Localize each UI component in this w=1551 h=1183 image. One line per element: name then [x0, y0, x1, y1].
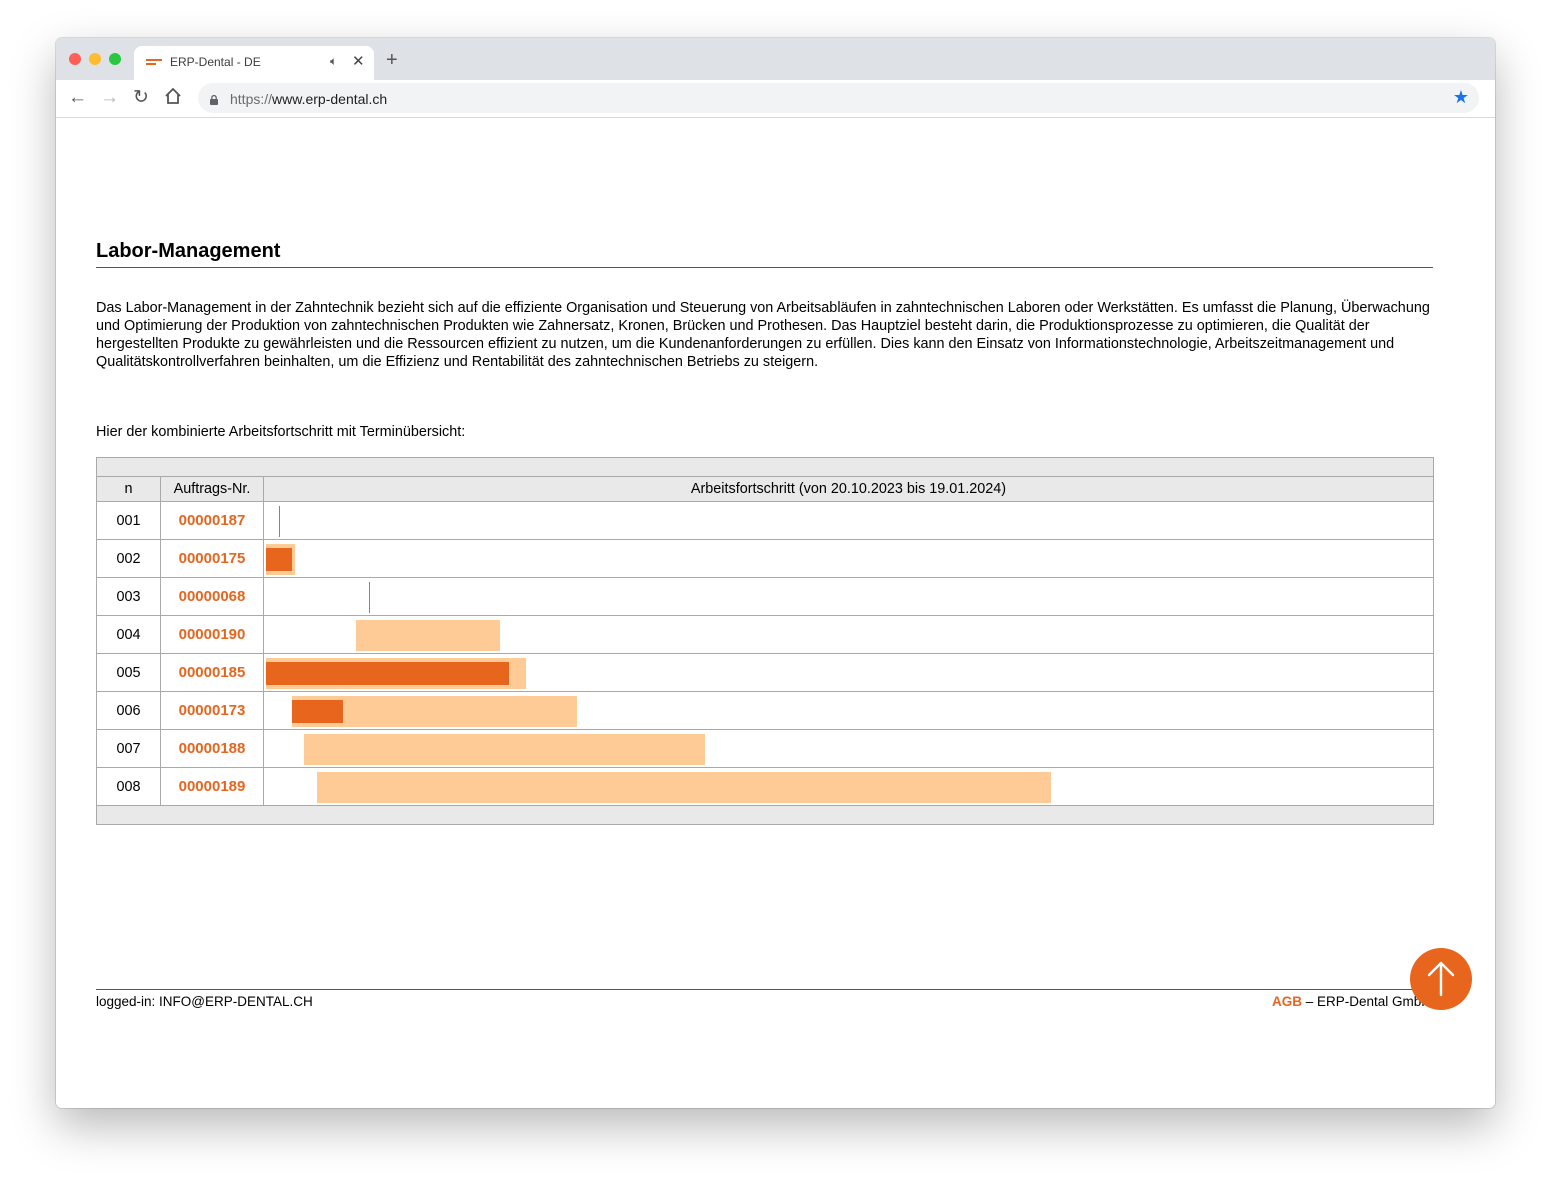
progress-cell — [263, 577, 1434, 616]
order-number-link[interactable]: 00000068 — [178, 588, 246, 605]
progress-cell — [263, 653, 1434, 692]
bookmark-star-icon[interactable]: ★ — [1452, 87, 1469, 107]
row-number: 005 — [96, 653, 161, 692]
table-header-row: n Auftrags-Nr. Arbeitsfortschritt (von 2… — [96, 476, 1434, 502]
tab-title: ERP-Dental - DE — [170, 55, 261, 69]
progress-track — [264, 502, 1433, 539]
order-number-cell: 00000189 — [160, 767, 264, 806]
order-number-link[interactable]: 00000190 — [178, 626, 246, 643]
row-number: 002 — [96, 539, 161, 578]
table-row: 008 00000189 — [96, 767, 1434, 806]
page-title: Labor-Management — [96, 240, 281, 262]
browser-tab[interactable]: ERP-Dental - DE 🔈︎ ✕ — [134, 46, 374, 80]
agb-link[interactable]: AGB — [1272, 994, 1302, 1009]
completed-bar[interactable] — [291, 700, 343, 723]
progress-cell — [263, 691, 1434, 730]
order-number-link[interactable]: 00000189 — [178, 778, 246, 795]
order-number-cell: 00000187 — [160, 501, 264, 540]
progress-track — [264, 578, 1433, 615]
planned-bar[interactable] — [368, 582, 370, 613]
footer-legal: AGB – ERP-Dental GmbH — [1272, 994, 1431, 1009]
close-window-button[interactable] — [69, 53, 81, 65]
table-row: 002 00000175 — [96, 539, 1434, 578]
progress-cell — [263, 729, 1434, 768]
table-bottom-band — [96, 805, 1434, 825]
order-number-link[interactable]: 00000185 — [178, 664, 246, 681]
order-number-cell: 00000185 — [160, 653, 264, 692]
footer-divider — [96, 989, 1433, 990]
progress-table: n Auftrags-Nr. Arbeitsfortschritt (von 2… — [96, 457, 1434, 825]
new-tab-button[interactable]: + — [386, 49, 398, 71]
progress-track — [264, 730, 1433, 767]
title-divider — [96, 267, 1433, 268]
order-number-cell: 00000175 — [160, 539, 264, 578]
page-content: Labor-Management Das Labor-Management in… — [56, 118, 1495, 1108]
arrow-up-icon — [1427, 961, 1455, 997]
row-number: 001 — [96, 501, 161, 540]
progress-cell — [263, 767, 1434, 806]
browser-window: ERP-Dental - DE 🔈︎ ✕ + ← → ↻ https://www… — [56, 38, 1495, 1108]
table-row: 007 00000188 — [96, 729, 1434, 768]
logged-in-user: logged-in: INFO@ERP-DENTAL.CH — [96, 994, 313, 1009]
progress-track — [264, 616, 1433, 653]
order-number-cell: 00000173 — [160, 691, 264, 730]
column-header-n: n — [96, 476, 161, 502]
zoom-window-button[interactable] — [109, 53, 121, 65]
reload-icon[interactable]: ↻ — [133, 87, 149, 108]
progress-track — [264, 768, 1433, 805]
table-top-band — [96, 457, 1434, 477]
address-bar[interactable]: https://www.erp-dental.ch ★ — [198, 83, 1479, 113]
forward-arrow-icon[interactable]: → — [100, 87, 119, 108]
planned-bar[interactable] — [317, 772, 1052, 803]
minimize-window-button[interactable] — [89, 53, 101, 65]
planned-bar[interactable] — [304, 734, 706, 765]
progress-cell — [263, 539, 1434, 578]
progress-cell — [263, 501, 1434, 540]
table-row: 001 00000187 — [96, 501, 1434, 540]
column-header-order: Auftrags-Nr. — [160, 476, 264, 502]
row-number: 008 — [96, 767, 161, 806]
order-number-link[interactable]: 00000188 — [178, 740, 246, 757]
planned-bar[interactable] — [278, 506, 281, 537]
order-number-link[interactable]: 00000187 — [178, 512, 246, 529]
table-row: 003 00000068 — [96, 577, 1434, 616]
table-row: 005 00000185 — [96, 653, 1434, 692]
back-arrow-icon[interactable]: ← — [68, 87, 87, 108]
completed-bar[interactable] — [266, 662, 510, 685]
order-number-link[interactable]: 00000173 — [178, 702, 246, 719]
speaker-icon[interactable]: 🔈︎ — [330, 54, 338, 68]
order-number-cell: 00000068 — [160, 577, 264, 616]
progress-track — [264, 692, 1433, 729]
order-number-cell: 00000188 — [160, 729, 264, 768]
planned-bar[interactable] — [355, 620, 501, 651]
url-text: https://www.erp-dental.ch — [230, 91, 388, 107]
lead-text: Hier der kombinierte Arbeitsfortschritt … — [96, 424, 466, 440]
company-name: – ERP-Dental GmbH — [1302, 994, 1432, 1009]
row-number: 003 — [96, 577, 161, 616]
scroll-to-top-button[interactable] — [1410, 948, 1472, 1010]
browser-titlebar: ERP-Dental - DE 🔈︎ ✕ + — [56, 38, 1495, 80]
table-row: 004 00000190 — [96, 615, 1434, 654]
home-icon[interactable] — [164, 87, 182, 111]
order-number-link[interactable]: 00000175 — [178, 550, 246, 567]
completed-bar[interactable] — [266, 548, 292, 571]
row-number: 006 — [96, 691, 161, 730]
progress-track — [264, 540, 1433, 577]
progress-cell — [263, 615, 1434, 654]
order-number-cell: 00000190 — [160, 615, 264, 654]
tab-close-icon[interactable]: ✕ — [352, 53, 365, 70]
table-row: 006 00000173 — [96, 691, 1434, 730]
lock-icon — [210, 92, 218, 105]
erp-dental-favicon-icon — [146, 59, 162, 68]
row-number: 004 — [96, 615, 161, 654]
browser-toolbar: ← → ↻ https://www.erp-dental.ch ★ — [56, 80, 1495, 118]
row-number: 007 — [96, 729, 161, 768]
progress-track — [264, 654, 1433, 691]
column-header-progress: Arbeitsfortschritt (von 20.10.2023 bis 1… — [263, 476, 1434, 502]
intro-paragraph: Das Labor-Management in der Zahntechnik … — [96, 300, 1430, 370]
